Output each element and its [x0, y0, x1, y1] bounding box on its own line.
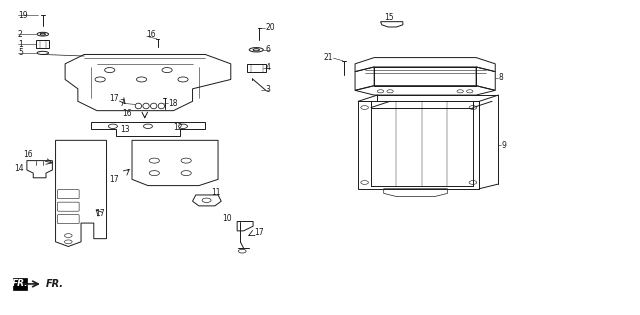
Text: 17: 17	[109, 175, 119, 184]
Text: 2: 2	[18, 30, 22, 39]
Text: 19: 19	[18, 11, 28, 20]
Text: 8: 8	[499, 73, 503, 83]
Text: 1: 1	[18, 40, 22, 49]
Text: 7: 7	[119, 99, 124, 108]
Text: 16: 16	[147, 30, 156, 39]
Text: 4: 4	[266, 63, 271, 72]
Text: 18: 18	[168, 99, 178, 108]
Text: 17: 17	[254, 228, 264, 237]
Text: 5: 5	[18, 49, 23, 57]
Text: 14: 14	[14, 164, 24, 173]
Polygon shape	[13, 278, 27, 290]
Text: 10: 10	[223, 214, 232, 223]
Text: 20: 20	[266, 23, 275, 32]
Text: 16: 16	[24, 150, 33, 159]
Text: 3: 3	[266, 85, 271, 94]
Text: 21: 21	[323, 53, 333, 62]
Text: 12: 12	[173, 123, 183, 132]
Text: 13: 13	[120, 125, 130, 134]
Text: 6: 6	[266, 45, 271, 54]
Text: 9: 9	[502, 140, 506, 150]
Text: 11: 11	[212, 188, 221, 197]
Text: FR.: FR.	[12, 279, 28, 289]
Text: 16: 16	[122, 109, 132, 118]
Text: 15: 15	[384, 13, 394, 21]
Text: 17: 17	[109, 94, 119, 103]
Text: FR.: FR.	[46, 279, 64, 289]
Text: 17: 17	[96, 209, 106, 218]
